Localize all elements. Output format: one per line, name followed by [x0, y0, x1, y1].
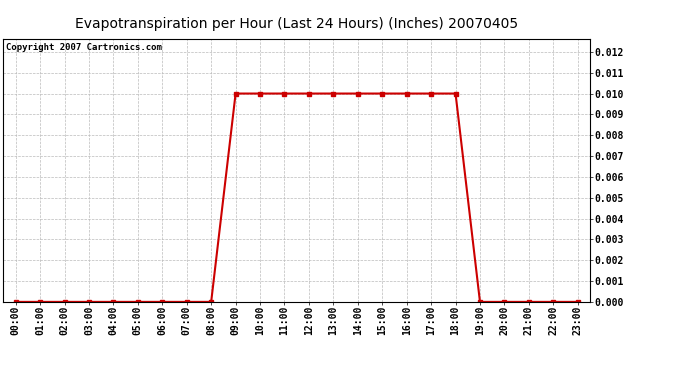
Text: Copyright 2007 Cartronics.com: Copyright 2007 Cartronics.com	[6, 44, 162, 52]
Text: Evapotranspiration per Hour (Last 24 Hours) (Inches) 20070405: Evapotranspiration per Hour (Last 24 Hou…	[75, 17, 518, 31]
